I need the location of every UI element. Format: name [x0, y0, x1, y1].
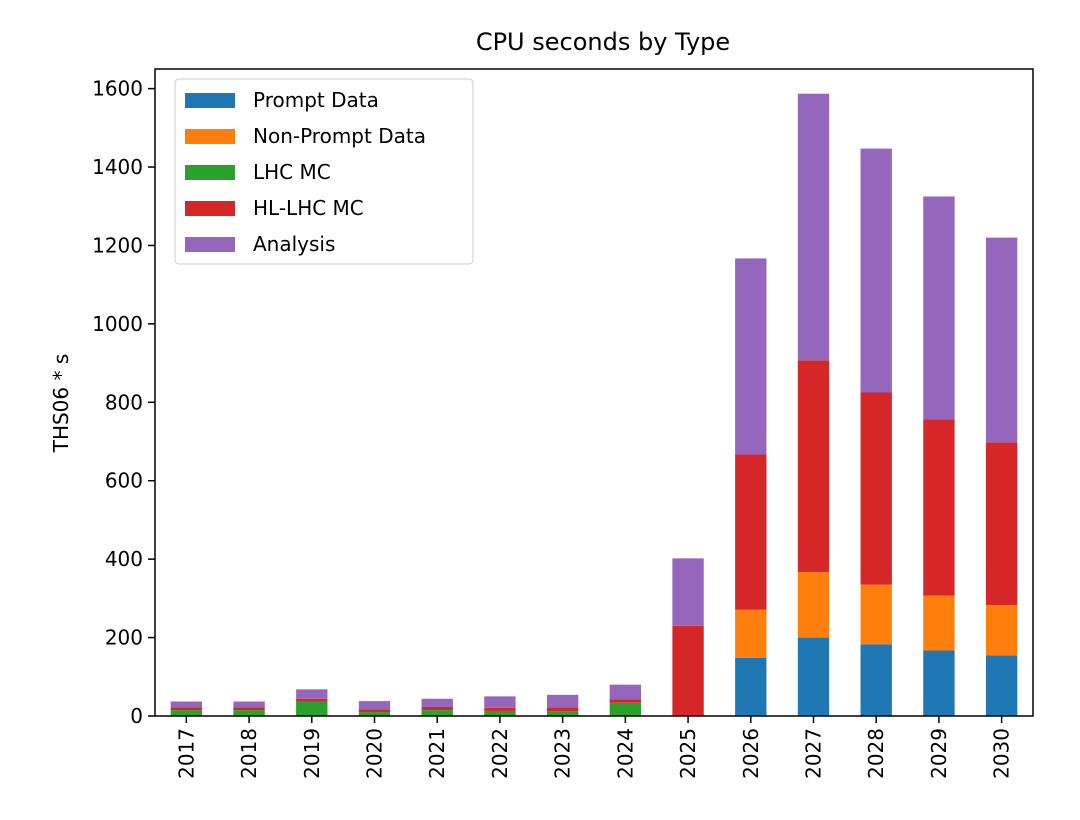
bar-2026-series-3 [735, 454, 767, 610]
bar-2020-series-3 [358, 709, 391, 713]
bar-2029-series-3 [923, 419, 955, 596]
x-tick-label: 2022 [488, 728, 512, 779]
bar-2028-series-3 [860, 392, 892, 585]
legend-swatch [185, 237, 235, 252]
y-tick-label: 1200 [92, 233, 143, 257]
x-tick-label: 2017 [174, 728, 198, 779]
bar-2017-series-2 [170, 710, 203, 716]
bar-2030-series-0 [985, 655, 1018, 716]
bar-2025-series-4 [672, 558, 704, 626]
bar-2023-series-4 [546, 694, 579, 708]
legend-label: Non-Prompt Data [253, 124, 426, 148]
legend-label: Analysis [253, 232, 335, 256]
bar-2030-series-3 [985, 442, 1018, 606]
bar-2020-series-4 [358, 701, 391, 710]
bar-2029-series-4 [923, 196, 955, 420]
bar-2026-series-0 [735, 657, 767, 716]
y-ticks: 0 200 400 600 800 1000 1200 1400 1600 [92, 77, 155, 728]
legend-swatch [185, 201, 235, 216]
bar-2018-series-2 [233, 710, 265, 716]
plot-frame [154, 68, 1034, 717]
bar-2030-series-4 [985, 237, 1018, 443]
bar-2028-series-1 [860, 584, 892, 645]
bar-2021-series-3 [421, 706, 453, 711]
bar-2024-series-4 [609, 684, 642, 700]
x-tick-label: 2018 [237, 728, 261, 779]
bar-2018-series-4 [233, 701, 265, 708]
legend-label: HL-LHC MC [253, 196, 364, 220]
x-tick-label: 2023 [551, 728, 575, 779]
bar-2027-series-1 [797, 572, 830, 638]
bar-2028-series-4 [860, 148, 892, 393]
bar-2025-series-3 [672, 625, 704, 716]
legend-box [174, 78, 474, 265]
bar-2027-series-3 [797, 360, 830, 573]
bar-2023-series-3 [546, 707, 579, 712]
y-tick-label: 800 [105, 390, 143, 414]
legend-swatch [185, 165, 235, 180]
y-axis-label: THS06 * s [49, 354, 73, 454]
legend-swatch [185, 93, 235, 108]
bar-2026-series-4 [735, 258, 767, 455]
bar-2022-series-4 [484, 696, 516, 708]
bar-2019-series-2 [296, 701, 328, 716]
y-tick-label: 1600 [92, 77, 143, 101]
bars-group [170, 93, 1018, 716]
bar-2020-series-2 [358, 712, 391, 716]
bar-2022-series-3 [484, 707, 516, 711]
bar-2030-series-1 [985, 605, 1018, 656]
bar-2027-series-0 [797, 637, 830, 716]
bar-2029-series-1 [923, 595, 955, 651]
bar-2023-series-2 [546, 711, 579, 716]
y-tick-label: 0 [130, 704, 143, 728]
x-tick-label: 2030 [990, 728, 1014, 779]
x-tick-label: 2026 [739, 728, 763, 779]
x-tick-label: 2027 [802, 728, 826, 779]
y-tick-label: 1000 [92, 312, 143, 336]
x-tick-label: 2025 [676, 728, 700, 779]
y-tick-label: 1400 [92, 155, 143, 179]
bar-2027-series-4 [797, 93, 830, 361]
bar-2024-series-2 [609, 702, 642, 716]
legend: Prompt Data Non-Prompt Data LHC MC HL-LHC M… [174, 78, 474, 265]
bar-2022-series-2 [484, 710, 516, 716]
bar-2018-series-3 [233, 707, 265, 711]
bar-2019-series-4 [296, 689, 328, 699]
y-tick-label: 200 [105, 626, 143, 650]
bar-2028-series-0 [860, 644, 892, 716]
x-tick-label: 2028 [864, 728, 888, 779]
bar-2021-series-2 [421, 710, 453, 716]
chart-title: CPU seconds by Type [476, 28, 730, 56]
legend-label: LHC MC [253, 160, 331, 184]
legend-label: Prompt Data [253, 88, 379, 112]
x-tick-label: 2019 [300, 728, 324, 779]
x-tick-label: 2024 [613, 728, 637, 779]
legend-swatch [185, 129, 235, 144]
x-tick-label: 2029 [927, 728, 951, 779]
bar-2024-series-3 [609, 699, 642, 703]
bar-2017-series-4 [170, 701, 203, 708]
bar-2021-series-4 [421, 698, 453, 707]
x-ticks: 2017 2018 2019 2020 2021 2022 2023 2024 2025 2026… [174, 716, 1014, 779]
y-tick-label: 600 [105, 469, 143, 493]
bar-2026-series-1 [735, 609, 767, 658]
x-tick-label: 2021 [425, 728, 449, 779]
bar-2017-series-3 [170, 707, 203, 711]
y-tick-label: 400 [105, 547, 143, 571]
bar-2029-series-0 [923, 650, 955, 716]
x-tick-label: 2020 [363, 728, 387, 779]
bar-2019-series-3 [296, 698, 328, 702]
